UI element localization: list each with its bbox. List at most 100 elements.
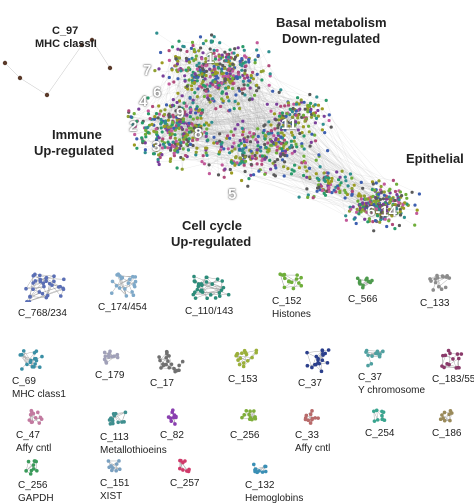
network-node [207, 98, 211, 102]
network-node [155, 130, 159, 134]
cluster-tile: C_132 Hemoglobins [245, 458, 315, 504]
cluster-tile: C_179 [95, 348, 165, 394]
network-node [217, 54, 221, 59]
network-node [131, 123, 135, 127]
network-node [263, 137, 267, 141]
network-node [163, 108, 167, 112]
network-node [211, 73, 215, 77]
network-node [279, 104, 283, 108]
network-node [201, 83, 206, 87]
network-node [209, 39, 213, 43]
network-node [204, 146, 208, 150]
network-node [242, 87, 246, 91]
network-node [144, 135, 148, 139]
network-node [176, 47, 180, 51]
network-node [296, 116, 300, 120]
network-node [160, 61, 164, 65]
network-node [191, 117, 195, 121]
network-node [350, 186, 354, 191]
network-node [143, 148, 147, 152]
network-node [307, 104, 311, 108]
network-node [172, 151, 176, 155]
network-node [243, 93, 247, 97]
network-node [287, 124, 291, 128]
network-node [243, 71, 247, 76]
network-node [336, 186, 340, 190]
network-node [359, 197, 363, 201]
network-node [352, 183, 356, 187]
network-node [336, 184, 340, 188]
network-node [322, 178, 326, 182]
network-node [241, 147, 245, 151]
cluster-id-label: C_47 [16, 430, 40, 441]
network-node [250, 97, 254, 101]
network-node [289, 139, 293, 143]
network-node [327, 113, 331, 117]
cluster-tile: C_254 [365, 408, 435, 454]
cluster-graph [364, 348, 385, 368]
network-node [242, 76, 247, 80]
network-node [264, 134, 268, 138]
cluster-tile: C_152 Histones [272, 272, 342, 320]
network-node [309, 101, 313, 105]
network-node [294, 120, 298, 124]
network-node [177, 99, 182, 103]
network-node [194, 107, 199, 111]
network-node [200, 72, 204, 76]
network-node [294, 142, 298, 146]
network-node [210, 33, 214, 37]
network-node [223, 50, 227, 54]
network-node [274, 141, 278, 145]
network-node [231, 82, 235, 86]
cluster-tile: C_768/234 [18, 272, 88, 319]
cluster-graph [18, 349, 44, 371]
network-node [245, 138, 249, 142]
network-node [158, 155, 162, 160]
network-node [206, 94, 210, 98]
cluster-annotation-label: Affy cntl [16, 443, 52, 454]
network-node [238, 147, 242, 151]
cluster-graph [102, 349, 120, 365]
network-node [313, 113, 317, 118]
network-node [184, 68, 188, 72]
network-node [203, 77, 207, 81]
network-node [186, 87, 190, 91]
network-node [220, 81, 224, 85]
network-node [143, 141, 147, 145]
network-node [282, 143, 286, 148]
network-node [302, 134, 306, 138]
cluster-graph [157, 349, 185, 374]
network-node [393, 211, 398, 215]
network-node [161, 142, 165, 146]
network-node [195, 63, 199, 68]
network-node [161, 137, 165, 141]
network-node [301, 113, 306, 117]
network-node [223, 77, 227, 81]
network-node [207, 123, 211, 127]
network-node [192, 81, 197, 85]
network-node [255, 48, 259, 52]
network-node [180, 167, 184, 171]
cluster-id-label: C_768/234 [18, 308, 67, 319]
cluster-id-label: C_33 [295, 430, 319, 441]
network-node [327, 176, 331, 180]
network-node [300, 115, 304, 119]
network-node [241, 129, 245, 134]
network-node [173, 133, 177, 137]
network-node [267, 50, 271, 54]
network-node [181, 140, 186, 144]
network-node [344, 214, 348, 218]
network-node [280, 149, 285, 153]
network-node [310, 132, 314, 136]
network-node [289, 120, 293, 124]
network-node [282, 174, 286, 178]
network-node [212, 35, 216, 39]
network-node [256, 144, 260, 148]
network-node [359, 194, 363, 198]
network-node [308, 175, 312, 179]
network-node [240, 57, 244, 61]
network-node [320, 128, 324, 132]
network-node [179, 69, 183, 73]
network-node [217, 83, 221, 87]
network-node [195, 67, 199, 71]
